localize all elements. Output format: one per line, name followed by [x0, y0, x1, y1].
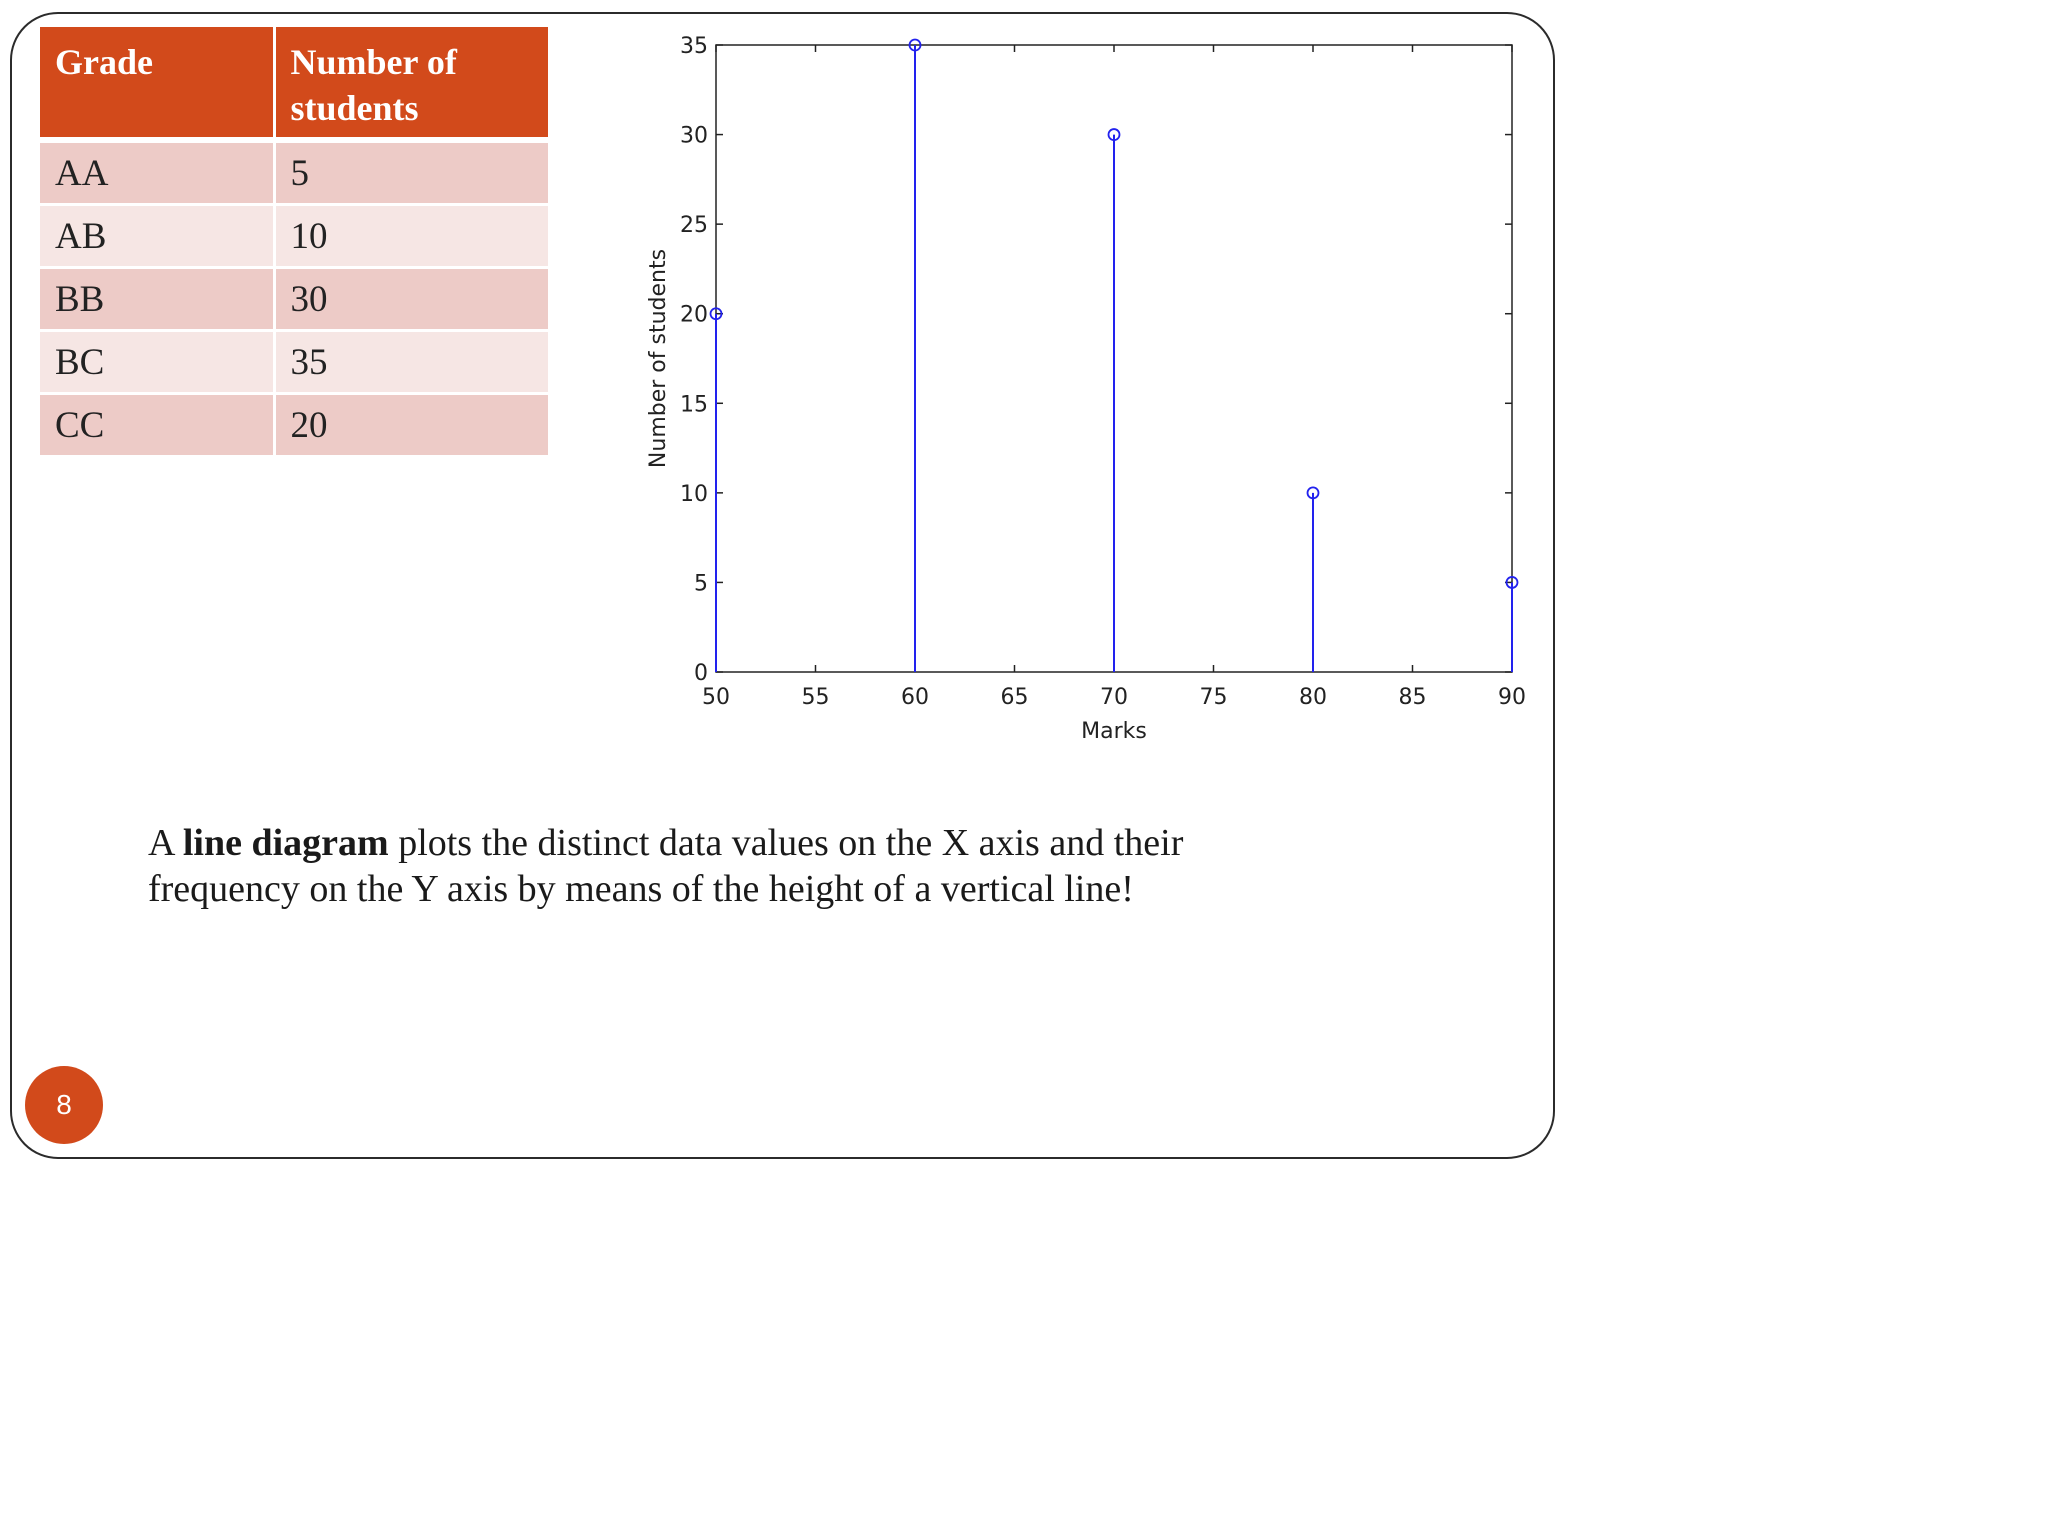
page-number-badge: 8	[25, 1066, 103, 1144]
table-row: BC 35	[40, 330, 548, 395]
x-axis-label: Marks	[1081, 719, 1147, 744]
grade-table: Grade Number of students AA 5 AB 10 BB 3…	[40, 27, 548, 458]
stem-marker	[1107, 128, 1121, 141]
grade-cell: AB	[40, 204, 276, 269]
table-row: CC 20	[40, 393, 548, 458]
x-tick-label: 55	[802, 685, 830, 710]
x-tick-label: 75	[1200, 685, 1228, 710]
table-row: BB 30	[40, 267, 548, 332]
count-cell: 35	[274, 330, 548, 395]
x-tick-label: 90	[1498, 685, 1526, 710]
x-tick-label: 85	[1399, 685, 1427, 710]
y-tick-label: 30	[680, 124, 708, 149]
count-cell: 30	[274, 267, 548, 332]
y-tick-label: 15	[680, 392, 708, 417]
y-tick-label: 5	[694, 571, 708, 596]
line-diagram-chart: 50 55 60 65 70 75 80 85 90 0 5 10 15 20 25 30 35 Marks Num…	[646, 34, 1526, 744]
header-grade: Grade	[40, 27, 276, 143]
grade-cell: BC	[40, 330, 276, 395]
count-cell: 5	[274, 140, 548, 206]
stem-marker	[1306, 486, 1320, 500]
table-row: AA 5	[40, 140, 548, 206]
count-cell: 10	[274, 204, 548, 269]
x-tick-label: 70	[1100, 685, 1128, 710]
caption-term: line diagram	[182, 822, 389, 864]
grade-cell: AA	[40, 140, 276, 206]
table-row: AB 10	[40, 204, 548, 269]
grade-cell: CC	[40, 393, 276, 458]
x-tick-label: 65	[1001, 685, 1029, 710]
x-tick-label: 50	[702, 685, 730, 710]
caption-prefix: A	[148, 822, 183, 864]
caption: A line diagram plots the distinct data v…	[148, 820, 1298, 912]
stem-marker	[709, 307, 723, 321]
count-cell: 20	[274, 393, 548, 458]
y-tick-label: 10	[680, 482, 708, 507]
stem-marker	[1505, 576, 1519, 589]
grade-cell: BB	[40, 267, 276, 332]
caption-rest: plots the distinct data values on the X …	[148, 822, 1184, 910]
y-tick-label: 0	[694, 661, 708, 686]
y-tick-label: 25	[680, 213, 708, 238]
stem-marker	[908, 38, 922, 52]
x-tick-label: 60	[901, 685, 929, 710]
table-header-row: Grade Number of students	[40, 27, 548, 143]
y-tick-label: 20	[680, 303, 708, 328]
y-axis-label: Number of students	[646, 249, 671, 468]
header-number-of-students: Number of students	[274, 27, 548, 143]
y-tick-label: 35	[680, 34, 708, 59]
x-tick-label: 80	[1299, 685, 1327, 710]
